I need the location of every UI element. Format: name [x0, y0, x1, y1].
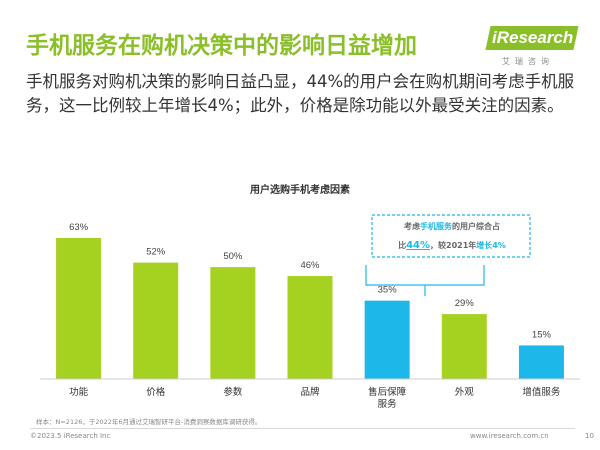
- iresearch-logo: iResearch 艾瑞咨询: [485, 20, 580, 72]
- category-label-7: 增值服务: [522, 386, 561, 398]
- callout-highlight-service: 手机服务: [420, 222, 452, 231]
- copyright: ©2023.5 iResearch Inc: [30, 432, 111, 440]
- intro-paragraph: 手机服务对购机决策的影响日益凸显，44%的用户会在购机期间考虑手机服务，这一比例…: [26, 72, 575, 115]
- bar-7: [518, 345, 564, 379]
- footer-divider: [30, 428, 575, 429]
- category-label-6: 外观: [455, 386, 475, 398]
- callout-percentage: 44%: [406, 240, 431, 251]
- category-label-5-line-2: 服务: [378, 398, 398, 410]
- bar-1: [56, 238, 102, 379]
- value-label-6: 29%: [455, 298, 475, 309]
- callout-line-1: 考虑手机服务的用户综合占: [377, 217, 527, 236]
- callout-line2-mid: ，较2021年: [430, 241, 477, 250]
- bar-2: [133, 262, 179, 379]
- value-label-3: 50%: [223, 251, 243, 262]
- sample-footnote: 样本：N=2126，于2022年6月通过艾瑞智研平台-消费洞察数据库调研获得。: [36, 418, 262, 426]
- category-label-2: 价格: [146, 386, 166, 398]
- page-title: 手机服务在购机决策中的影响日益增加: [26, 33, 417, 59]
- bar-6: [441, 314, 487, 379]
- category-label-1: 功能: [69, 386, 89, 398]
- bar-3: [210, 267, 256, 379]
- callout-line2-prefix: 比: [398, 241, 407, 250]
- chart-title: 用户选购手机考虑因素: [250, 185, 350, 196]
- callout-increase: 增长4%: [476, 241, 506, 250]
- bar-5: [364, 300, 410, 379]
- callout-brace: [365, 265, 485, 296]
- logo-text: iResearch: [492, 28, 574, 47]
- category-label-3: 参数: [223, 386, 243, 398]
- bar-4: [287, 276, 333, 379]
- value-label-5: 35%: [378, 285, 398, 296]
- category-label-5-line-1: 售后保障: [368, 386, 407, 398]
- page-number: 10: [585, 432, 594, 440]
- website: www.iresearch.com.cn: [470, 432, 549, 440]
- value-label-7: 15%: [532, 329, 552, 340]
- logo-subtitle: 艾瑞咨询: [502, 57, 554, 66]
- value-label-2: 52%: [146, 247, 166, 258]
- category-label-4: 品牌: [300, 386, 320, 398]
- value-label-4: 46%: [300, 260, 320, 271]
- value-label-1: 63%: [69, 222, 89, 233]
- callout-prefix: 考虑: [404, 222, 420, 231]
- callout-text: 考虑手机服务的用户综合占 比44%，较2021年增长4%: [377, 217, 527, 255]
- callout-line-2: 比44%，较2021年增长4%: [377, 236, 527, 255]
- callout-mid: 的用户综合占: [452, 222, 500, 231]
